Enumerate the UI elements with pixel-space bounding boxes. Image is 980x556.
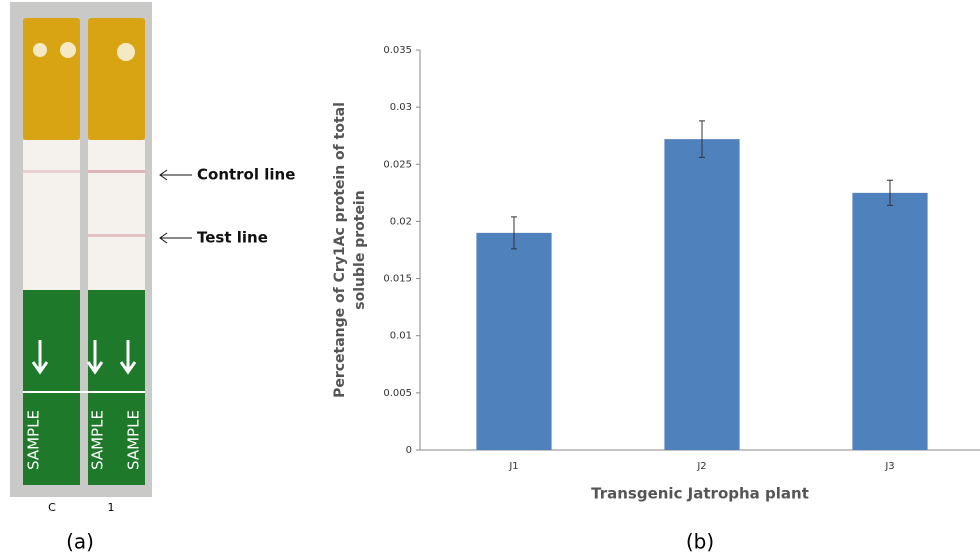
error-bar [511,216,517,250]
y-tick-label: 0.005 [383,388,412,399]
y-tick-label: 0.035 [383,45,412,56]
strip-arrows [31,340,137,375]
strip-dot [117,43,135,61]
y-tick-label: 0.015 [383,274,412,285]
control-band [88,170,145,173]
bar-chart: Percetange of Cry1Ac protein of total so… [332,45,980,503]
y-tick-label: 0.03 [390,102,412,113]
strip-cap [23,18,80,140]
strip-text: SAMPLE [89,410,107,470]
strip-sample-pad [88,290,145,485]
y-tick-label: 0.02 [390,216,412,227]
x-tick-label: J3 [884,461,894,472]
annotation: Control line [197,166,295,184]
x-tick-label: J1 [508,461,518,472]
panel-label: (a) [66,530,94,554]
annotation-arrows [159,169,192,244]
y-axis-label: soluble protein [352,190,368,309]
annotation: Test line [197,229,268,247]
x-tick-label: J2 [696,461,706,472]
test-band [88,234,145,237]
y-tick-label: 0 [406,445,412,456]
strip-dot [33,43,47,57]
bar [476,232,552,450]
strip-text: SAMPLE [25,410,43,470]
strip-cap [88,18,145,140]
panel-label: (b) [686,530,714,554]
strip-label: 1 [108,501,115,514]
y-axis-label: Percetange of Cry1Ac protein of total [332,102,348,398]
test-strip-photo: SAMPLE SAMPLE SAMPLE C 1 [10,2,152,514]
x-axis-label: Transgenic Jatropha plant [591,485,809,503]
error-bar [699,120,705,158]
strip-label: C [48,501,56,514]
strip-text: SAMPLE [125,410,143,470]
y-tick-label: 0.01 [390,331,412,342]
strip-window [88,140,145,290]
strip-sample-pad [23,290,80,485]
bar [852,192,928,450]
error-bar [887,179,893,206]
strip-window [23,140,80,290]
strip-dot [60,42,76,58]
bar [664,139,740,450]
y-tick-label: 0.025 [383,159,412,170]
control-band [23,170,80,173]
